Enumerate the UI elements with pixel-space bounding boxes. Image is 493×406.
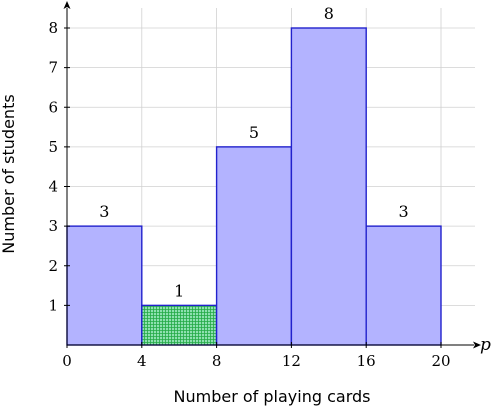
bar-value-label: 3 xyxy=(399,202,409,221)
histogram-bar-16-20 xyxy=(365,225,442,346)
x-tick-label: 12 xyxy=(282,352,301,370)
x-axis-title: Number of playing cards xyxy=(174,387,371,406)
y-tick-label: 6 xyxy=(48,98,58,116)
x-tick-label: 0 xyxy=(62,352,72,370)
y-tick-label: 2 xyxy=(48,257,58,275)
y-tick-label: 4 xyxy=(48,178,58,196)
histogram-bar-0-4 xyxy=(66,225,143,346)
axes xyxy=(63,1,481,349)
x-axis-arrow-icon xyxy=(473,341,481,349)
bar-value-label: 5 xyxy=(249,123,259,142)
x-tick-label: 8 xyxy=(212,352,222,370)
y-tick-label: 7 xyxy=(48,59,58,77)
y-tick-label: 8 xyxy=(48,19,58,37)
histogram-bar-12-16 xyxy=(290,27,367,346)
y-tick-label: 3 xyxy=(48,217,58,235)
x-axis-variable: p xyxy=(480,335,491,355)
x-tick-label: 20 xyxy=(431,352,450,370)
y-tick-label: 5 xyxy=(48,138,58,156)
y-axis-arrow-icon xyxy=(63,1,71,9)
data-labels: 3 1 5 8 3 xyxy=(99,4,408,300)
bar-value-label: 1 xyxy=(174,281,184,300)
bars xyxy=(66,27,442,346)
histogram-bar-8-12 xyxy=(215,146,293,346)
bar-value-label: 8 xyxy=(324,4,334,23)
y-tick-label: 1 xyxy=(48,296,58,314)
x-tick-label: 4 xyxy=(137,352,147,370)
y-axis-title: Number of students xyxy=(0,94,18,253)
x-tick-label: 16 xyxy=(357,352,376,370)
bar-value-label: 3 xyxy=(99,202,109,221)
histogram-bar-4-8 xyxy=(141,304,218,346)
